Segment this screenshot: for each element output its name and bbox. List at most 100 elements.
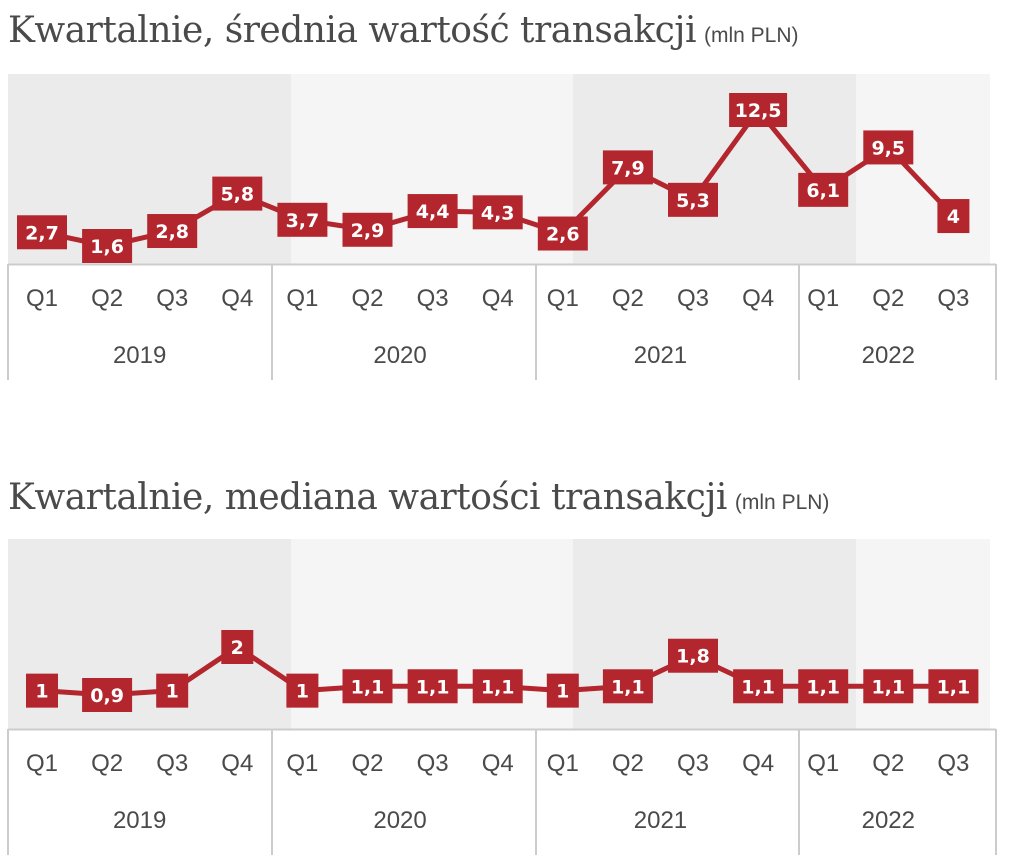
data-point-marker bbox=[286, 673, 319, 708]
data-point-marker bbox=[407, 669, 458, 704]
data-point: 1,1 bbox=[342, 669, 393, 704]
data-point-marker bbox=[928, 669, 979, 704]
x-tick-label: Q4 bbox=[221, 750, 253, 777]
year-band bbox=[291, 74, 573, 264]
data-point: 1 bbox=[546, 673, 579, 708]
data-point-marker bbox=[863, 130, 914, 165]
data-point-marker bbox=[82, 678, 133, 712]
data-point: 7,9 bbox=[602, 150, 653, 185]
x-tick-label: Q2 bbox=[612, 750, 644, 777]
data-point-marker bbox=[733, 669, 784, 704]
x-tick-label: Q1 bbox=[286, 750, 318, 777]
data-label: 2,6 bbox=[546, 224, 580, 246]
data-point-marker bbox=[221, 630, 254, 664]
data-point: 1,1 bbox=[798, 669, 849, 704]
x-tick-label: Q3 bbox=[937, 750, 969, 777]
data-point: 3,7 bbox=[277, 202, 328, 237]
data-label: 1,1 bbox=[481, 676, 515, 698]
x-tick-label: Q2 bbox=[91, 285, 123, 312]
data-point-marker bbox=[277, 202, 328, 237]
data-label: 1,1 bbox=[351, 676, 385, 698]
data-point-marker bbox=[863, 669, 914, 704]
data-point-marker bbox=[798, 172, 849, 207]
x-tick-label: Q4 bbox=[221, 285, 253, 312]
chart-unit: (mln PLN) bbox=[703, 24, 799, 47]
data-label: 5,3 bbox=[676, 190, 710, 212]
x-tick-label: Q3 bbox=[417, 750, 449, 777]
data-point-marker bbox=[472, 195, 523, 230]
data-label: 0,9 bbox=[90, 685, 124, 707]
year-label: 2020 bbox=[373, 807, 426, 834]
data-point: 9,5 bbox=[863, 130, 914, 165]
data-label: 1 bbox=[35, 681, 48, 703]
chart-unit: (mln PLN) bbox=[734, 491, 830, 514]
x-tick-label: Q3 bbox=[677, 285, 709, 312]
data-point-marker bbox=[937, 199, 970, 234]
data-point: 1 bbox=[156, 673, 189, 708]
data-point: 1,1 bbox=[472, 669, 523, 704]
x-tick-label: Q2 bbox=[351, 285, 383, 312]
x-tick-label: Q2 bbox=[872, 285, 904, 312]
data-label: 1,8 bbox=[676, 646, 710, 668]
year-label: 2019 bbox=[113, 807, 166, 834]
x-tick-label: Q4 bbox=[482, 285, 514, 312]
year-label: 2019 bbox=[113, 342, 166, 369]
data-point-marker bbox=[546, 673, 579, 708]
data-point-marker bbox=[668, 638, 718, 673]
data-point: 1 bbox=[286, 673, 319, 708]
data-point-marker bbox=[212, 176, 263, 211]
data-point: 1,8 bbox=[668, 638, 718, 673]
data-label: 1 bbox=[556, 681, 569, 703]
data-label: 9,5 bbox=[871, 137, 905, 159]
data-point: 1 bbox=[26, 673, 58, 708]
data-point: 0,9 bbox=[82, 678, 133, 712]
x-tick-label: Q1 bbox=[547, 750, 579, 777]
data-point-marker bbox=[537, 216, 588, 251]
x-tick-label: Q2 bbox=[351, 750, 383, 777]
x-tick-label: Q1 bbox=[26, 285, 58, 312]
data-point-marker bbox=[407, 194, 458, 229]
year-band bbox=[856, 74, 990, 264]
data-point: 6,1 bbox=[798, 172, 849, 207]
data-point: 5,8 bbox=[212, 176, 263, 211]
x-tick-label: Q1 bbox=[26, 750, 58, 777]
chart-title-median: Kwartalnie, mediana wartości transakcji (… bbox=[8, 477, 829, 518]
year-label: 2020 bbox=[373, 342, 426, 369]
data-point: 1,6 bbox=[82, 229, 133, 263]
data-point: 12,5 bbox=[729, 93, 788, 127]
data-point-marker bbox=[602, 669, 653, 704]
data-label: 12,5 bbox=[735, 100, 782, 122]
x-tick-label: Q3 bbox=[417, 285, 449, 312]
data-point: 2 bbox=[221, 630, 254, 664]
data-label: 2,7 bbox=[25, 222, 59, 244]
year-label: 2021 bbox=[634, 342, 687, 369]
data-label: 6,1 bbox=[806, 180, 840, 202]
data-point-marker bbox=[729, 93, 788, 127]
data-label: 2 bbox=[231, 637, 244, 659]
data-point: 2,7 bbox=[17, 215, 67, 250]
data-label: 5,8 bbox=[220, 184, 254, 206]
x-tick-label: Q4 bbox=[742, 750, 774, 777]
data-point: 2,9 bbox=[342, 212, 393, 247]
data-point-marker bbox=[342, 212, 393, 247]
x-tick-label: Q1 bbox=[807, 750, 839, 777]
data-label: 1,6 bbox=[90, 236, 124, 258]
x-tick-label: Q3 bbox=[156, 285, 188, 312]
data-point-marker bbox=[342, 669, 393, 704]
data-label: 1,1 bbox=[611, 676, 645, 698]
data-point: 4 bbox=[937, 199, 970, 234]
x-tick-label: Q4 bbox=[482, 750, 514, 777]
data-point: 1,1 bbox=[733, 669, 784, 704]
data-point: 2,6 bbox=[537, 216, 588, 251]
data-point-marker bbox=[156, 673, 189, 708]
data-point-marker bbox=[147, 214, 198, 249]
average-value-chart: Q1 Q2 Q3 Q4 Q1 Q2 Q3 Q4 Q1 Q2 Q3 Q4 Q1 Q2 Q3 2019 2020 20… bbox=[7, 74, 997, 380]
x-tick-label: Q3 bbox=[156, 750, 188, 777]
x-tick-label: Q2 bbox=[872, 750, 904, 777]
data-point-marker bbox=[472, 669, 523, 704]
x-tick-label: Q1 bbox=[547, 285, 579, 312]
data-point-marker bbox=[26, 673, 58, 708]
data-label: 1,1 bbox=[871, 676, 905, 698]
data-point: 2,8 bbox=[147, 214, 198, 249]
data-label: 2,8 bbox=[155, 221, 189, 243]
